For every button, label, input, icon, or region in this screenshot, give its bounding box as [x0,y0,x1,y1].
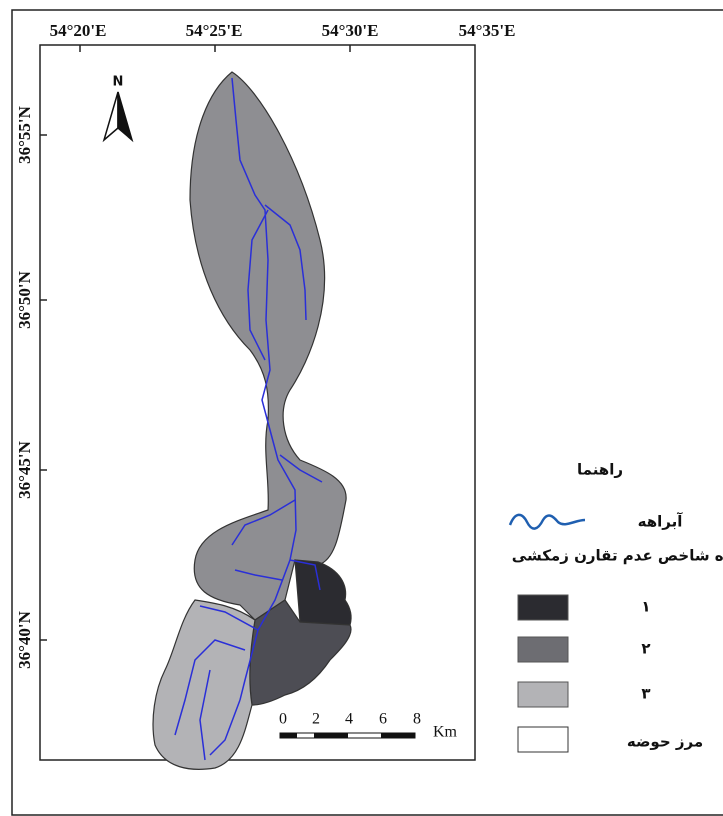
legend-label: ۳ [641,685,650,703]
graticule-ticks [40,45,351,641]
scale-tick: 6 [379,711,387,728]
scale-tick: 8 [413,711,421,728]
legend-swatch [517,594,569,621]
scale-tick: 4 [345,711,353,728]
longitude-label: 54°30'E [322,21,379,40]
zone-class-1 [294,559,352,626]
legend-label: مرز حوضه [627,733,703,751]
longitude-label: 54°35'E [459,21,516,40]
legend-label: ۱ [641,598,650,616]
scale-tick: 0 [279,711,287,728]
latitude-label: 36°55'N [15,105,34,164]
latitude-label: 36°40'N [15,610,34,669]
north-arrow: N [102,75,134,143]
scale-tick: 2 [312,711,320,728]
scale-bar: 0 2 4 6 8 Km [279,711,458,741]
legend-subtitle: رده شاخص عدم تقارن زمکشی [512,547,723,565]
longitude-label: 54°20'E [50,21,107,40]
legend-swatch [517,726,569,753]
latitude-label: 36°45'N [15,440,34,499]
longitude-label: 54°25'E [186,21,243,40]
legend-label: ۲ [641,640,650,658]
streams [174,77,323,761]
stream-symbol [508,513,586,530]
north-label: N [113,75,124,90]
legend: راهنما آبراهه رده شاخص عدم تقارن زمکشی ۱… [508,461,723,753]
legend-label: آبراهه [638,513,684,531]
legend-swatch [517,636,569,663]
legend-title: راهنما [577,461,623,479]
scale-unit: Km [433,724,458,741]
latitude-label: 36°50'N [15,270,34,329]
legend-swatch [517,681,569,708]
